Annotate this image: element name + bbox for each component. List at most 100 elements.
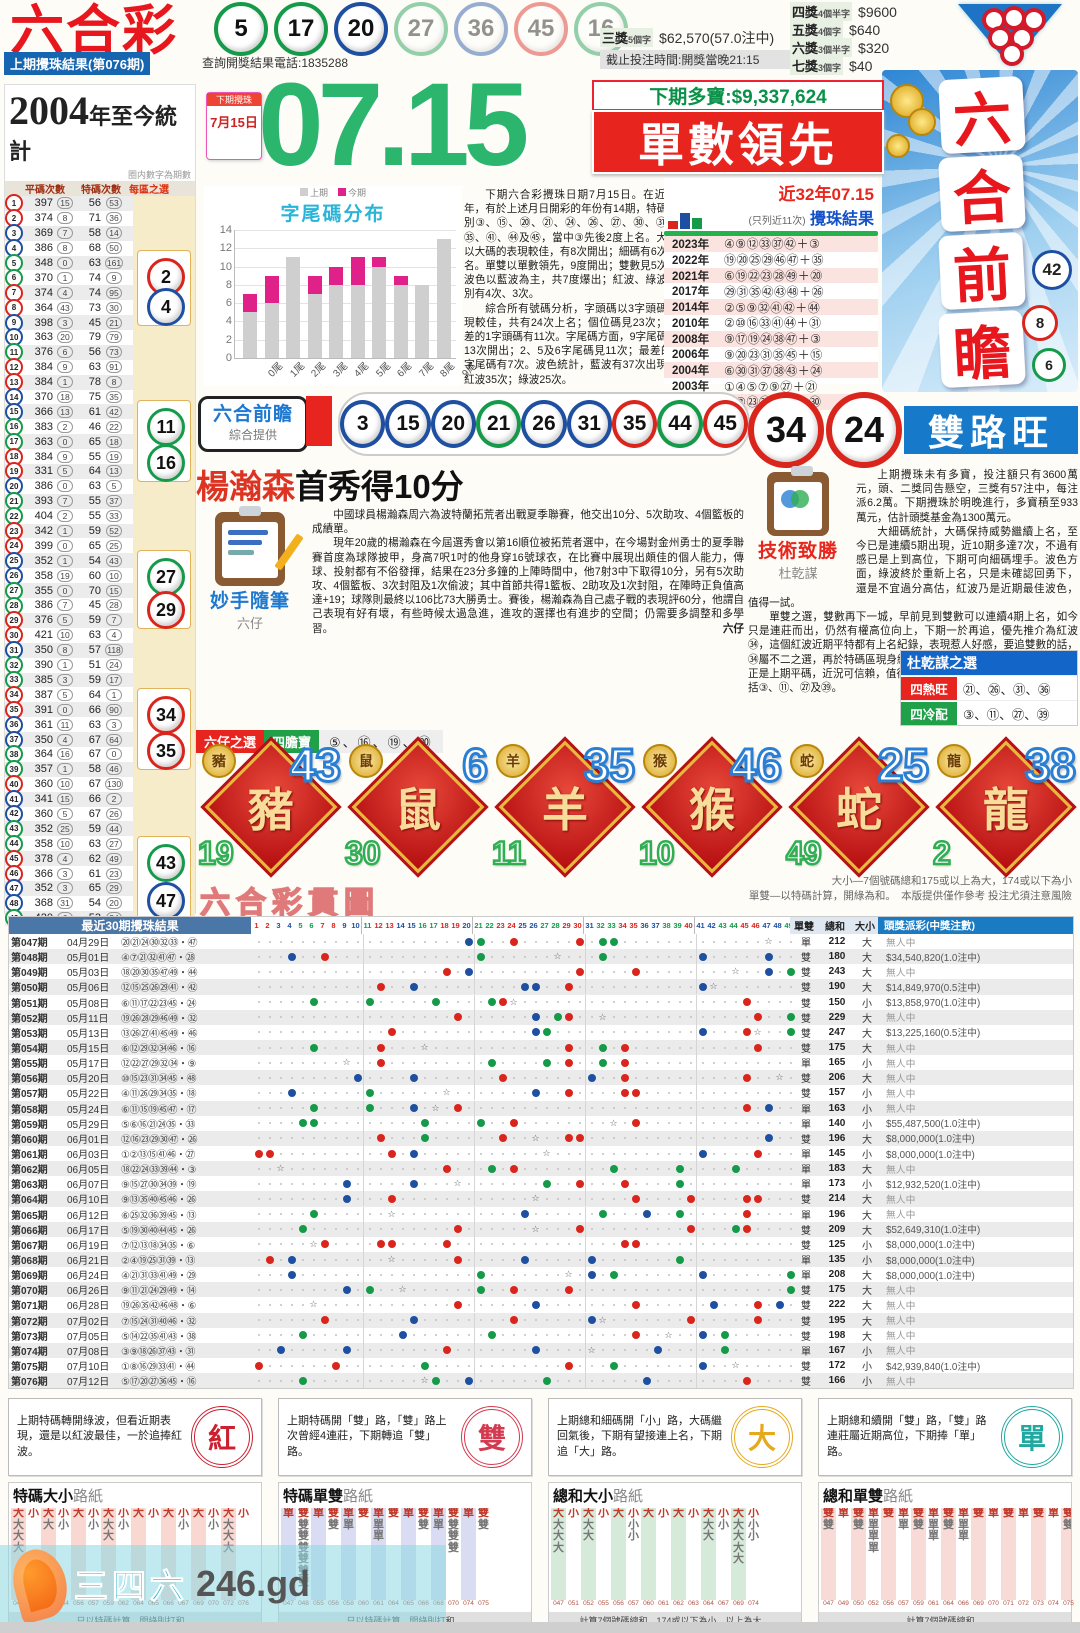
roadmap-column: 雙雙 [821, 1508, 836, 1600]
tip-stamp-icon: 大 [731, 1406, 793, 1468]
zodiac-badge: 鼠 [349, 744, 383, 778]
zodiac-animal-art: 鼠 [395, 785, 441, 836]
roadmap-column: 單單單 [958, 1508, 969, 1542]
article-paragraph: 上期攪珠未有多寶，投注額只有3600萬元，頭、二獎同告懸空，三獎有57注中，每注… [856, 469, 1078, 524]
chart-bar [393, 284, 408, 358]
center-article: 下期六合彩攪珠日期7月15日。在近32年，有於上述月日開彩的年份有14期，特碼分… [464, 188, 678, 390]
stats-row: 26 358 19 60 10 [5, 566, 195, 585]
chart-bar [243, 312, 257, 358]
stats-row: 42 360 5 67 26 [5, 804, 195, 823]
bottom-bar [0, 1622, 1080, 1633]
roadmap-column: 雙雙 [478, 1508, 489, 1531]
headline-ball: 24 [826, 392, 902, 468]
column-sidebar: 技術致勝 杜乾謀 [748, 466, 848, 582]
zone-pick-ball: 47 [147, 882, 185, 920]
chart-ytick: 2 [225, 333, 232, 346]
stats-row: 30 421 10 63 4 [5, 626, 195, 645]
stats-row: 27 355 0 70 15 [5, 581, 195, 600]
stats-row: 18 384 9 55 19 [5, 447, 195, 466]
chart-gridline [235, 339, 456, 341]
draw-row: 第061期 06月03日 ①②⑬⑮㊶㊻・㉗ ☆ 單 145 小 $8,000,000(… [11, 1146, 975, 1162]
roadmap-column: 大 [611, 1508, 626, 1600]
zodiac-card: 猴 猴 46 10 [637, 738, 784, 874]
roadmap-column: 小小 [178, 1508, 189, 1531]
draw-row: 第074期 07月08日 ③⑨⑱㉖㊲㊸・㉛ ☆ 單 167 小 無人中 [9, 1342, 1073, 1358]
article-paragraph: 大細碼統計，大碼保持威勢繼續上名，至今已是連續5期出現，近10期多達7次，不過有… [748, 525, 1078, 609]
qianzhan-strip: 六合前瞻 綜合提供 3 15 20 21 26 31 35 44 45 [196, 392, 750, 456]
article-paragraph: 現年20歲的楊瀚森在今屆選秀會以第16順位被拓荒者選中，在今場對金州勇士的夏季聯… [312, 537, 744, 635]
draw-row: 第070期 06月26日 ⑨⑪㉑㉔㉙㊾・⑭ ☆ 雙 175 大 無人中 [9, 1282, 1073, 1298]
roadmap-column: 雙雙 [1061, 1508, 1071, 1600]
tip-stamp-icon: 雙 [461, 1406, 523, 1468]
draw-row: 第069期 06月24日 ④㉑㉛㉝㊶㊾・㉙ ☆ 單 208 大 $8,000,000(… [11, 1267, 975, 1283]
zodiac-card: 豬 豬 43 19 [196, 738, 343, 874]
prize-table: 四獎4個半字 $9600 五獎4個字 $640 六獎3個半字 $320 七獎3個字 $40 [790, 2, 897, 75]
zodiac-alt-number: 30 [344, 834, 382, 873]
banner-ball: 6 [1032, 348, 1066, 382]
stats-row: 48 368 31 54 20 [5, 894, 195, 913]
zone-pick-ball: 4 [147, 288, 185, 326]
stats-row: 38 364 16 67 0 [5, 745, 195, 764]
zodiac-animal-art: 蛇 [836, 785, 882, 836]
chart-gridline [235, 248, 456, 250]
chart-gridline [235, 284, 456, 286]
chart-bar-top [372, 257, 386, 267]
roadmap-column: 小小 [208, 1508, 219, 1531]
tip-callout: 上期總和續開「雙」路，「雙」路連莊屬近期高位，下期捧「單」路。單 [818, 1398, 1072, 1476]
chart-xlabel: 0尾 [266, 360, 286, 380]
marksix-logo-icon [958, 4, 1062, 66]
qianzhan-balls: 3 15 20 21 26 31 35 44 45 [338, 392, 750, 456]
roadmap-column: 雙 [358, 1508, 369, 1519]
roadmap-column: 雙雙 [941, 1508, 956, 1600]
history-divider [664, 231, 878, 236]
qianzhan-ball: 35 [611, 400, 658, 448]
zodiac-main-number: 38 [1023, 738, 1077, 793]
chart-bar-top [350, 257, 365, 285]
jackpot-banner: 下期多寶:$9,337,624 [592, 80, 884, 111]
tip-callout: 上期總和細碼開「小」路，大碼繼回氣後，下期有望接連上名，下期追「大」路。大 [548, 1398, 802, 1476]
zodiac-alt-number: 2 [932, 834, 952, 873]
stats-row: 44 358 10 63 27 [5, 834, 195, 853]
chart-xlabel: 4尾 [352, 360, 372, 380]
chart-xlabel: 1尾 [287, 360, 307, 380]
tip-callout: 上期特碼開「雙」路，「雙」路上次曾經4連莊，下期轉追「雙」路。雙 [278, 1398, 532, 1476]
roadmap-column: 雙 [1031, 1508, 1046, 1600]
watermark-url: 246.gd [196, 1562, 311, 1604]
history-row: 2021年 ⑥⑲㉒㉓㉘㊾＋⑳ [664, 267, 878, 284]
tip-stamp-icon: 紅 [191, 1406, 253, 1468]
tip-stamp-icon: 單 [1001, 1406, 1063, 1468]
roadmap-column: 雙 [971, 1508, 986, 1600]
stats-row: 40 360 10 67 130 [5, 775, 195, 794]
prize-row: 六獎3個半字 $320 [790, 38, 890, 57]
du-picks-title: 杜乾謀之選 [901, 651, 1077, 675]
header-ball: 20 [334, 2, 388, 56]
zodiac-alt-number: 19 [197, 834, 235, 873]
zodiac-animal-art: 龍 [983, 785, 1029, 836]
roadmap-labels: 047 051 052 055 056 057 060 061 062 063 064 067 069 0… [553, 1600, 759, 1607]
left-article: 楊瀚森首秀得10分 妙手隨筆 六仔 中國球員楊瀚森周六為波特蘭拓荒者出戰夏季聯賽，… [196, 460, 744, 726]
roadmap-column: 雙 [388, 1508, 399, 1519]
zodiac-main-number: 35 [582, 738, 636, 793]
stats-title: 2004年至今統計 [9, 88, 178, 164]
zodiac-animal-art: 羊 [542, 785, 588, 836]
draw-row: 第059期 05月29日 ⑤⑥⑯㉑㉔㉟・㉝ ☆ 單 140 小 $55,487,500… [11, 1115, 981, 1131]
zodiac-card: 龍 龍 38 2 [931, 738, 1078, 874]
stats-row: 32 390 1 51 24 [5, 656, 195, 675]
zone-pick-ball: 35 [147, 732, 185, 770]
chart-legend: 上期 今期 [204, 186, 462, 199]
clipboard-icon [767, 466, 829, 536]
liuhe-qianzhan-banner: 六合前瞻 42 8 6 [882, 70, 1078, 392]
chart-ytick: 10 [219, 260, 232, 273]
header-ball: 45 [514, 2, 568, 56]
stats-row: 20 386 0 63 5 [5, 477, 195, 496]
roadmap-column: 小小 [88, 1508, 99, 1531]
clipboard-icon [215, 506, 304, 586]
draw-row: 第067期 06月19日 ⑦⑫⑬⑱㉞㉟・⑥ ☆ 雙 125 小 $8,000,000(… [11, 1236, 975, 1252]
roadmap-column: 小 [568, 1508, 579, 1519]
article-paragraph: 中國球員楊瀚森周六為波特蘭拓荒者出戰夏季聯賽，他交出10分、5次助攻、4個籃板的… [312, 509, 744, 536]
draw-row: 第056期 05月20日 ⑩⑮㉓㉛㉞㊺・㊽ ☆ 雙 206 大 無人中 [9, 1070, 1073, 1086]
roadmap-panel: 總和單雙路紙雙雙單雙雙單單單單雙單單雙雙單單單雙雙單單單雙單雙單雙單雙雙 047 0… [818, 1482, 1074, 1629]
watermark-logo-icon [5, 1542, 75, 1625]
stats-row: 36 361 11 63 3 [5, 715, 195, 734]
guantu-note-1: 大小—7個號碼總和175或以上為大，174或以下為小 [831, 875, 1072, 887]
